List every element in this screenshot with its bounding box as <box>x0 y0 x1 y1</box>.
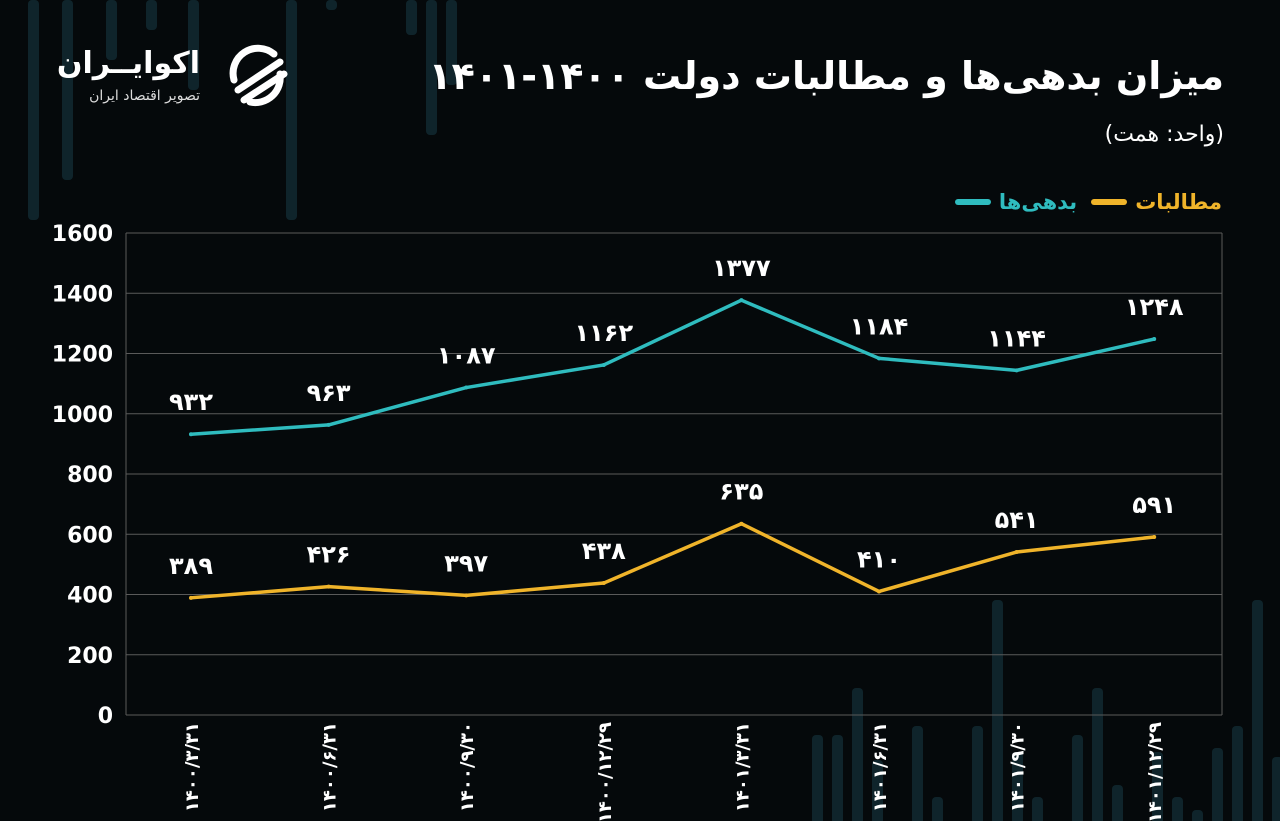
legend-label-debts: بدهی‌ها <box>998 190 1078 214</box>
data-point <box>739 521 744 526</box>
background-bar <box>28 0 39 220</box>
background-bar <box>1072 735 1083 821</box>
background-bar <box>446 0 457 85</box>
ecoiran-logo-icon <box>229 44 288 107</box>
x-tick-label: ۱۴۰۱/۳/۳۱ <box>732 722 753 812</box>
y-tick-label: 1000 <box>52 403 113 428</box>
data-label: ۳۹۷ <box>444 549 488 577</box>
background-bar <box>146 0 157 30</box>
data-point <box>464 593 469 598</box>
y-tick-label: 1400 <box>52 282 113 307</box>
chart-legend: بدهی‌ها مطالبات <box>954 190 1222 214</box>
background-bar <box>1152 752 1163 821</box>
background-bar <box>1012 752 1023 821</box>
data-label: ۹۳۲ <box>169 388 213 416</box>
x-tick-label: ۱۴۰۰/۹/۳۰ <box>457 722 478 812</box>
background-bar <box>1252 600 1263 821</box>
y-tick-label: 1600 <box>52 222 113 247</box>
data-point <box>1014 368 1019 373</box>
background-bar <box>406 0 417 35</box>
data-point <box>877 356 881 361</box>
background-bar <box>188 0 199 90</box>
legend-swatch-debts <box>954 199 991 205</box>
data-point <box>1152 337 1157 342</box>
background-bar <box>1032 797 1043 821</box>
data-point <box>464 385 469 390</box>
data-label: ۱۰۸۷ <box>437 342 496 370</box>
brand-name: اکوایــران <box>56 46 200 81</box>
background-bar <box>62 0 73 180</box>
data-point <box>326 422 331 427</box>
y-tick-label: 800 <box>67 463 113 488</box>
data-label: ۴۳۸ <box>582 537 626 565</box>
unit-label: (واحد: همت) <box>1104 122 1224 147</box>
background-bar <box>1112 785 1123 821</box>
background-bar <box>1212 748 1223 821</box>
background-bar <box>912 726 923 821</box>
brand-tagline: تصویر اقتصاد ایران <box>89 88 200 104</box>
y-tick-label: 1200 <box>52 343 113 368</box>
data-label: ۱۱۴۴ <box>987 324 1046 352</box>
x-tick-label: ۱۴۰۱/۹/۳۰ <box>1008 722 1029 812</box>
data-point <box>1152 534 1157 539</box>
x-tick-label: ۱۴۰۱/۶/۳۱ <box>870 722 891 812</box>
data-label: ۴۲۶ <box>307 541 351 569</box>
data-point <box>326 584 331 589</box>
x-tick-label: ۱۴۰۰/۱۲/۲۹ <box>595 722 616 821</box>
legend-item-debts: بدهی‌ها <box>954 190 1078 214</box>
data-label: ۵۹۱ <box>1132 491 1176 519</box>
brand-logo: اکوایــران تصویر اقتصاد ایران <box>52 40 292 110</box>
background-bar <box>326 0 337 10</box>
background-bar <box>972 726 983 821</box>
background-bar <box>872 760 883 821</box>
background-bar <box>812 735 823 821</box>
y-tick-label: 0 <box>98 704 113 729</box>
background-bar <box>106 0 117 60</box>
data-label: ۳۸۹ <box>169 552 213 580</box>
data-label: ۱۲۴۸ <box>1125 293 1184 321</box>
legend-swatch-claims <box>1091 199 1128 205</box>
background-bar <box>1172 797 1183 821</box>
background-bar <box>852 688 863 821</box>
data-point <box>877 589 881 594</box>
data-point <box>189 595 193 600</box>
legend-label-claims: مطالبات <box>1135 190 1222 214</box>
data-label: ۴۱۰ <box>857 545 901 573</box>
background-bar <box>1272 757 1280 821</box>
y-tick-label: 400 <box>67 584 113 609</box>
background-bar <box>286 0 297 220</box>
background-bar <box>426 0 437 135</box>
background-bar <box>832 735 843 821</box>
background-bar <box>932 797 943 821</box>
data-label: ۱۱۶۲ <box>575 319 634 347</box>
background-bar <box>1192 810 1203 821</box>
x-tick-label: ۱۴۰۰/۶/۳۱ <box>320 722 341 812</box>
data-point <box>1014 550 1019 555</box>
background-bar <box>1232 726 1243 821</box>
data-label: ۱۱۸۴ <box>850 312 909 340</box>
background-bar <box>1092 688 1103 821</box>
data-point <box>739 298 744 303</box>
data-label: ۶۳۵ <box>719 478 763 506</box>
series-line-debts <box>189 298 1156 436</box>
data-label: ۵۴۱ <box>995 506 1039 534</box>
y-tick-label: 200 <box>67 644 113 669</box>
x-tick-label: ۱۴۰۰/۳/۳۱ <box>182 722 203 812</box>
y-tick-label: 600 <box>67 523 113 548</box>
x-tick-label: ۱۴۰۱/۱۲/۲۹ <box>1145 722 1166 821</box>
background-bar <box>992 600 1003 821</box>
data-label: ۱۳۷۷ <box>712 254 771 282</box>
data-point <box>601 362 606 367</box>
data-label: ۹۶۳ <box>307 379 351 407</box>
series-line-claims <box>189 521 1156 600</box>
page-title: میزان بدهی‌ها و مطالبات دولت ۱۴۰۰-۱۴۰۱ <box>428 54 1224 98</box>
data-point <box>601 581 606 586</box>
data-point <box>189 432 193 437</box>
legend-item-claims: مطالبات <box>1091 190 1222 214</box>
